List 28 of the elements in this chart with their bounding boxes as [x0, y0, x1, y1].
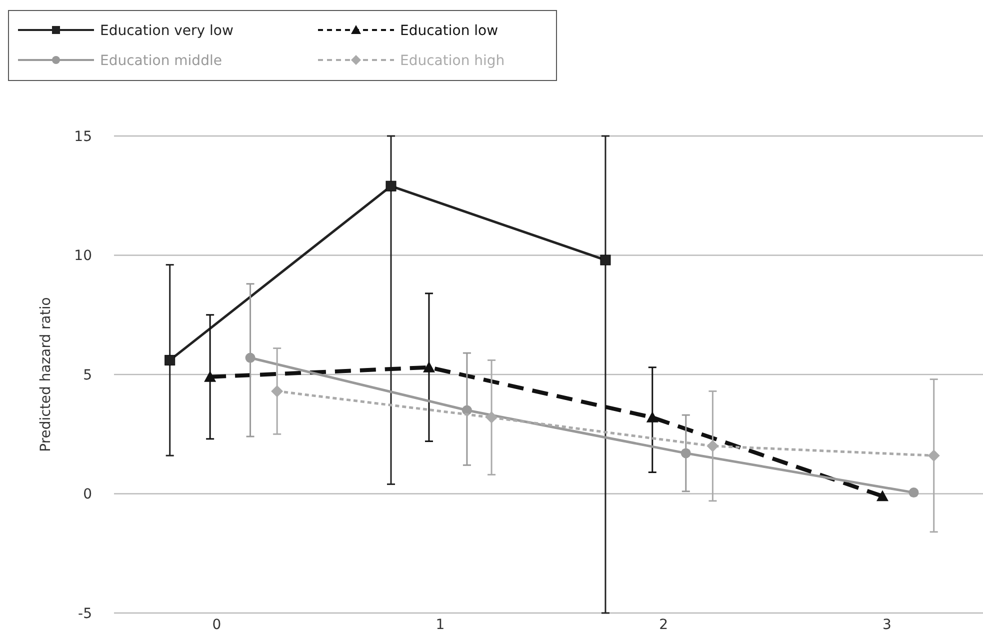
text: Education middle — [100, 52, 222, 69]
x-tick-label: 3 — [882, 616, 892, 633]
point — [680, 448, 691, 458]
y-tick-label: 10 — [74, 248, 92, 264]
text: Education very low — [100, 22, 234, 39]
point — [600, 254, 611, 266]
point — [245, 352, 256, 363]
text: Education high — [400, 52, 505, 69]
point — [646, 411, 658, 422]
y-tick-label: 15 — [74, 128, 92, 145]
y-tick-label: 0 — [83, 486, 92, 503]
point — [706, 440, 719, 452]
point — [271, 385, 284, 398]
point — [386, 180, 396, 192]
text: Education low — [400, 22, 498, 39]
point — [422, 361, 435, 372]
x-tick-label: 1 — [436, 616, 445, 633]
point — [908, 488, 919, 498]
y-axis-title: Predicted hazard ratio — [38, 297, 54, 452]
point — [486, 411, 498, 424]
x-tick-label: 0 — [212, 616, 222, 633]
point — [204, 370, 216, 382]
y-tick-label: 5 — [83, 367, 92, 384]
x-tick-label: 2 — [659, 616, 668, 633]
point — [164, 354, 176, 366]
point — [928, 450, 940, 462]
y-tick-label: -5 — [78, 606, 92, 622]
point — [876, 490, 888, 502]
